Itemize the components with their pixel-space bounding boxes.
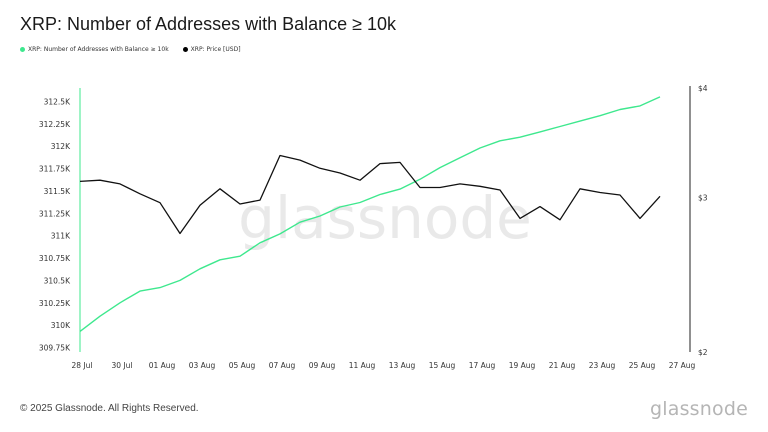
legend-item-price[interactable]: XRP: Price [USD]	[182, 46, 241, 53]
x-tick-label: 21 Aug	[549, 361, 576, 370]
left-axis-ticks: 309.75K 310K 310.25K 310.5K 310.75K 311K 311.2…	[39, 97, 71, 352]
watermark: glassnode	[238, 184, 532, 252]
copyright-footer: © 2025 Glassnode. All Rights Reserved.	[20, 403, 199, 414]
x-tick-label: 17 Aug	[469, 361, 496, 370]
x-tick-label: 28 Jul	[72, 361, 93, 370]
chart-title: XRP: Number of Addresses with Balance ≥ …	[20, 14, 397, 34]
left-tick-label: 311.75K	[39, 165, 71, 174]
right-tick-label: $3	[698, 194, 708, 203]
left-tick-label: 309.75K	[39, 344, 71, 353]
left-tick-label: 310.25K	[39, 299, 71, 308]
left-tick-label: 312K	[51, 142, 71, 151]
x-axis-ticks: 28 Jul 30 Jul 01 Aug 03 Aug 05 Aug 07 Aug 09 A…	[72, 361, 696, 370]
legend-label-price: XRP: Price [USD]	[190, 46, 241, 53]
left-tick-label: 311K	[51, 232, 71, 241]
left-tick-label: 311.25K	[39, 209, 71, 218]
series-line-addresses[interactable]	[79, 96, 661, 332]
x-tick-label: 30 Jul	[112, 361, 133, 370]
series-line-price[interactable]	[79, 154, 661, 235]
x-tick-label: 03 Aug	[189, 361, 216, 370]
x-tick-label: 13 Aug	[389, 361, 416, 370]
right-tick-label: $4	[698, 84, 708, 93]
x-tick-label: 27 Aug	[669, 361, 696, 370]
left-tick-label: 310K	[51, 321, 71, 330]
left-tick-label: 311.5K	[44, 187, 71, 196]
legend-dot-price-icon	[182, 47, 188, 52]
legend: XRP: Number of Addresses with Balance ≥ …	[20, 46, 241, 53]
x-tick-label: 01 Aug	[149, 361, 176, 370]
x-tick-label: 19 Aug	[509, 361, 536, 370]
left-tick-label: 310.5K	[44, 276, 71, 285]
left-tick-label: 312.25K	[39, 120, 71, 129]
glassnode-logo: glassnode	[650, 398, 748, 420]
x-tick-label: 09 Aug	[309, 361, 336, 370]
x-tick-label: 15 Aug	[429, 361, 456, 370]
legend-item-addresses[interactable]: XRP: Number of Addresses with Balance ≥ …	[20, 46, 169, 53]
legend-dot-addresses-icon	[20, 47, 25, 52]
left-tick-label: 312.5K	[44, 97, 71, 106]
right-axis-ticks: $2 $3 $4	[698, 84, 708, 357]
x-tick-label: 25 Aug	[629, 361, 656, 370]
x-tick-label: 05 Aug	[229, 361, 256, 370]
x-tick-label: 11 Aug	[349, 361, 376, 370]
right-tick-label: $2	[698, 348, 708, 357]
x-tick-label: 23 Aug	[589, 361, 616, 370]
left-tick-label: 310.75K	[39, 254, 71, 263]
x-tick-label: 07 Aug	[269, 361, 296, 370]
legend-label-addresses: XRP: Number of Addresses with Balance ≥ …	[28, 46, 169, 53]
series-layer	[79, 96, 661, 332]
